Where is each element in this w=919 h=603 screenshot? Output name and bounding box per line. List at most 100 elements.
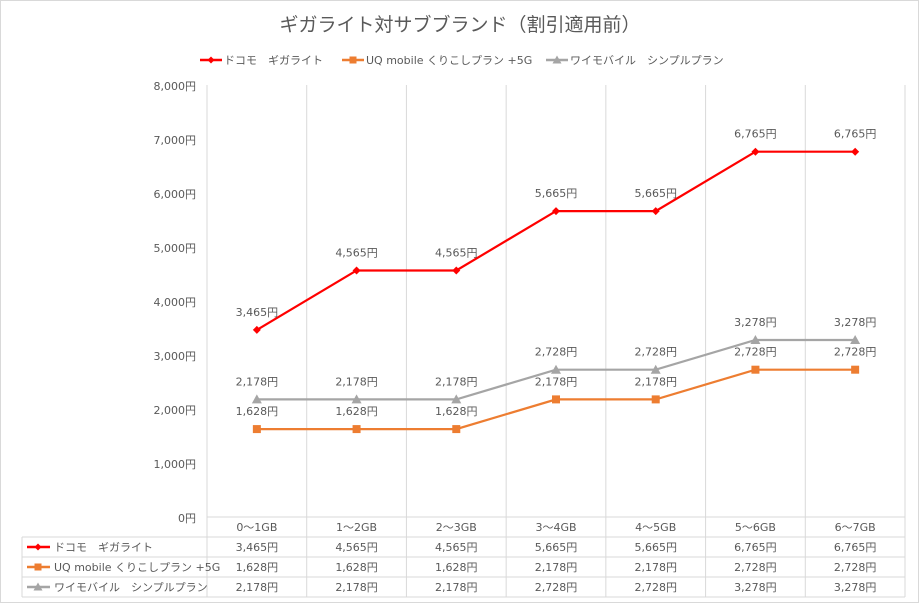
table-cell: 2,728円	[634, 581, 677, 594]
table-cell: 4,565円	[435, 541, 478, 554]
table-cell: 2,728円	[834, 561, 877, 574]
table-cell: 4,565円	[335, 541, 378, 554]
data-point	[651, 395, 660, 404]
legend-item-0: ドコモ ギガライト	[200, 54, 323, 67]
data-label: 2,728円	[535, 346, 578, 359]
data-point	[452, 266, 461, 275]
category-label: 6〜7GB	[835, 521, 876, 534]
y-tick-label: 5,000円	[154, 242, 197, 255]
table-cell: 3,278円	[834, 581, 877, 594]
table-cell: 6,765円	[834, 541, 877, 554]
data-label: 5,665円	[535, 187, 578, 200]
data-point	[651, 207, 660, 216]
category-label: 4〜5GB	[635, 521, 676, 534]
table-cell: 2,728円	[535, 581, 578, 594]
table-cell: 2,178円	[435, 581, 478, 594]
table-cell: 6,765円	[734, 541, 777, 554]
data-point	[850, 334, 861, 344]
category-label: 2〜3GB	[436, 521, 477, 534]
legend: ドコモ ギガライト UQ mobile くりこしプラン +5G ワイモバイル シンプ…	[200, 54, 724, 67]
data-label: 4,565円	[335, 246, 378, 259]
data-label: 3,465円	[236, 306, 279, 319]
data-point	[451, 394, 462, 404]
category-label: 1〜2GB	[336, 521, 377, 534]
data-label: 1,628円	[236, 405, 279, 418]
y-axis: 0円 1,000円 2,000円 3,000円 4,000円 5,000円 6,000円 7,…	[154, 80, 197, 525]
data-label: 1,628円	[435, 405, 478, 418]
table-cell: 3,465円	[236, 541, 279, 554]
legend-marker-triangle-icon	[552, 55, 562, 64]
data-point	[851, 365, 860, 374]
y-tick-label: 8,000円	[154, 80, 197, 93]
legend-label: ドコモ ギガライト	[224, 54, 323, 67]
table-cell: 2,178円	[634, 561, 677, 574]
data-point	[552, 207, 560, 216]
data-point	[351, 394, 362, 404]
data-point	[352, 266, 361, 275]
data-label: 2,728円	[634, 346, 677, 359]
data-point	[552, 395, 560, 404]
data-point	[251, 394, 262, 404]
table-cell: 2,178円	[335, 581, 378, 594]
table-row: ワイモバイル シンプルプラン 2,178円 2,178円 2,178円 2,728円 2,…	[27, 581, 876, 594]
legend-marker-diamond-icon	[207, 56, 215, 64]
y-tick-label: 1,000円	[154, 458, 197, 471]
grid	[206, 85, 906, 597]
y-tick-label: 2,000円	[154, 404, 197, 417]
data-point	[252, 425, 261, 434]
table-marker-square-icon	[34, 563, 42, 571]
legend-item-1: UQ mobile くりこしプラン +5G	[342, 54, 532, 67]
data-table: 0〜1GB 1〜2GB 2〜3GB 3〜4GB 4〜5GB 5〜6GB 6〜7GB ドコモ ギ…	[21, 521, 905, 598]
category-label: 0〜1GB	[236, 521, 277, 534]
table-cell: 5,665円	[535, 541, 578, 554]
legend-marker-square-icon	[349, 56, 357, 64]
chart-title: ギガライト対サブブランド（割引適用前）	[279, 13, 640, 36]
data-label: 3,278円	[834, 316, 877, 329]
data-point	[352, 425, 361, 434]
series-1: 1,628円 1,628円 1,628円 2,178円 2,178円 2,728円 2,72…	[236, 346, 877, 434]
data-label: 5,665円	[634, 187, 677, 200]
data-label: 2,178円	[535, 375, 578, 388]
legend-label: ワイモバイル シンプルプラン	[570, 54, 724, 67]
table-series-name: ドコモ ギガライト	[54, 541, 153, 554]
series-line	[256, 150, 856, 331]
data-label: 3,278円	[734, 316, 777, 329]
category-label: 5〜6GB	[735, 521, 776, 534]
data-label: 2,178円	[335, 375, 378, 388]
table-row: UQ mobile くりこしプラン +5G 1,628円 1,628円 1,628円 2…	[27, 561, 876, 574]
table-cell: 3,278円	[734, 581, 777, 594]
y-tick-label: 6,000円	[154, 188, 197, 201]
y-tick-label: 7,000円	[154, 134, 197, 147]
table-series-name: ワイモバイル シンプルプラン	[54, 581, 208, 594]
data-point	[750, 334, 761, 344]
data-label: 2,728円	[734, 346, 777, 359]
data-point	[751, 147, 760, 156]
data-label: 2,178円	[435, 375, 478, 388]
y-tick-label: 4,000円	[154, 296, 197, 309]
series-group: 1,628円 1,628円 1,628円 2,178円 2,178円 2,728円 2,72…	[236, 128, 877, 434]
data-label: 6,765円	[834, 128, 877, 141]
data-label: 2,178円	[236, 375, 279, 388]
table-row: ドコモ ギガライト 3,465円 4,565円 4,565円 5,665円 5,665円 6…	[27, 541, 876, 554]
table-cell: 2,178円	[236, 581, 279, 594]
table-cell: 2,728円	[734, 561, 777, 574]
data-point	[452, 425, 461, 434]
data-point	[551, 364, 561, 374]
table-cell: 1,628円	[335, 561, 378, 574]
data-point	[851, 147, 860, 156]
table-marker-triangle-icon	[33, 582, 43, 591]
legend-item-2: ワイモバイル シンプルプラン	[546, 54, 724, 67]
category-label: 3〜4GB	[535, 521, 576, 534]
legend-label: UQ mobile くりこしプラン +5G	[366, 54, 532, 67]
data-label: 6,765円	[734, 128, 777, 141]
table-series-name: UQ mobile くりこしプラン +5G	[54, 561, 220, 574]
table-cell: 1,628円	[435, 561, 478, 574]
series-2: 2,178円 2,178円 2,178円 2,728円 2,728円 3,278円 3,27…	[236, 316, 877, 404]
table-marker-diamond-icon	[34, 543, 42, 551]
data-point	[650, 364, 661, 374]
y-tick-label: 0円	[178, 512, 196, 525]
data-label: 2,728円	[834, 346, 877, 359]
table-cell: 2,178円	[535, 561, 578, 574]
table-cell: 5,665円	[634, 541, 677, 554]
